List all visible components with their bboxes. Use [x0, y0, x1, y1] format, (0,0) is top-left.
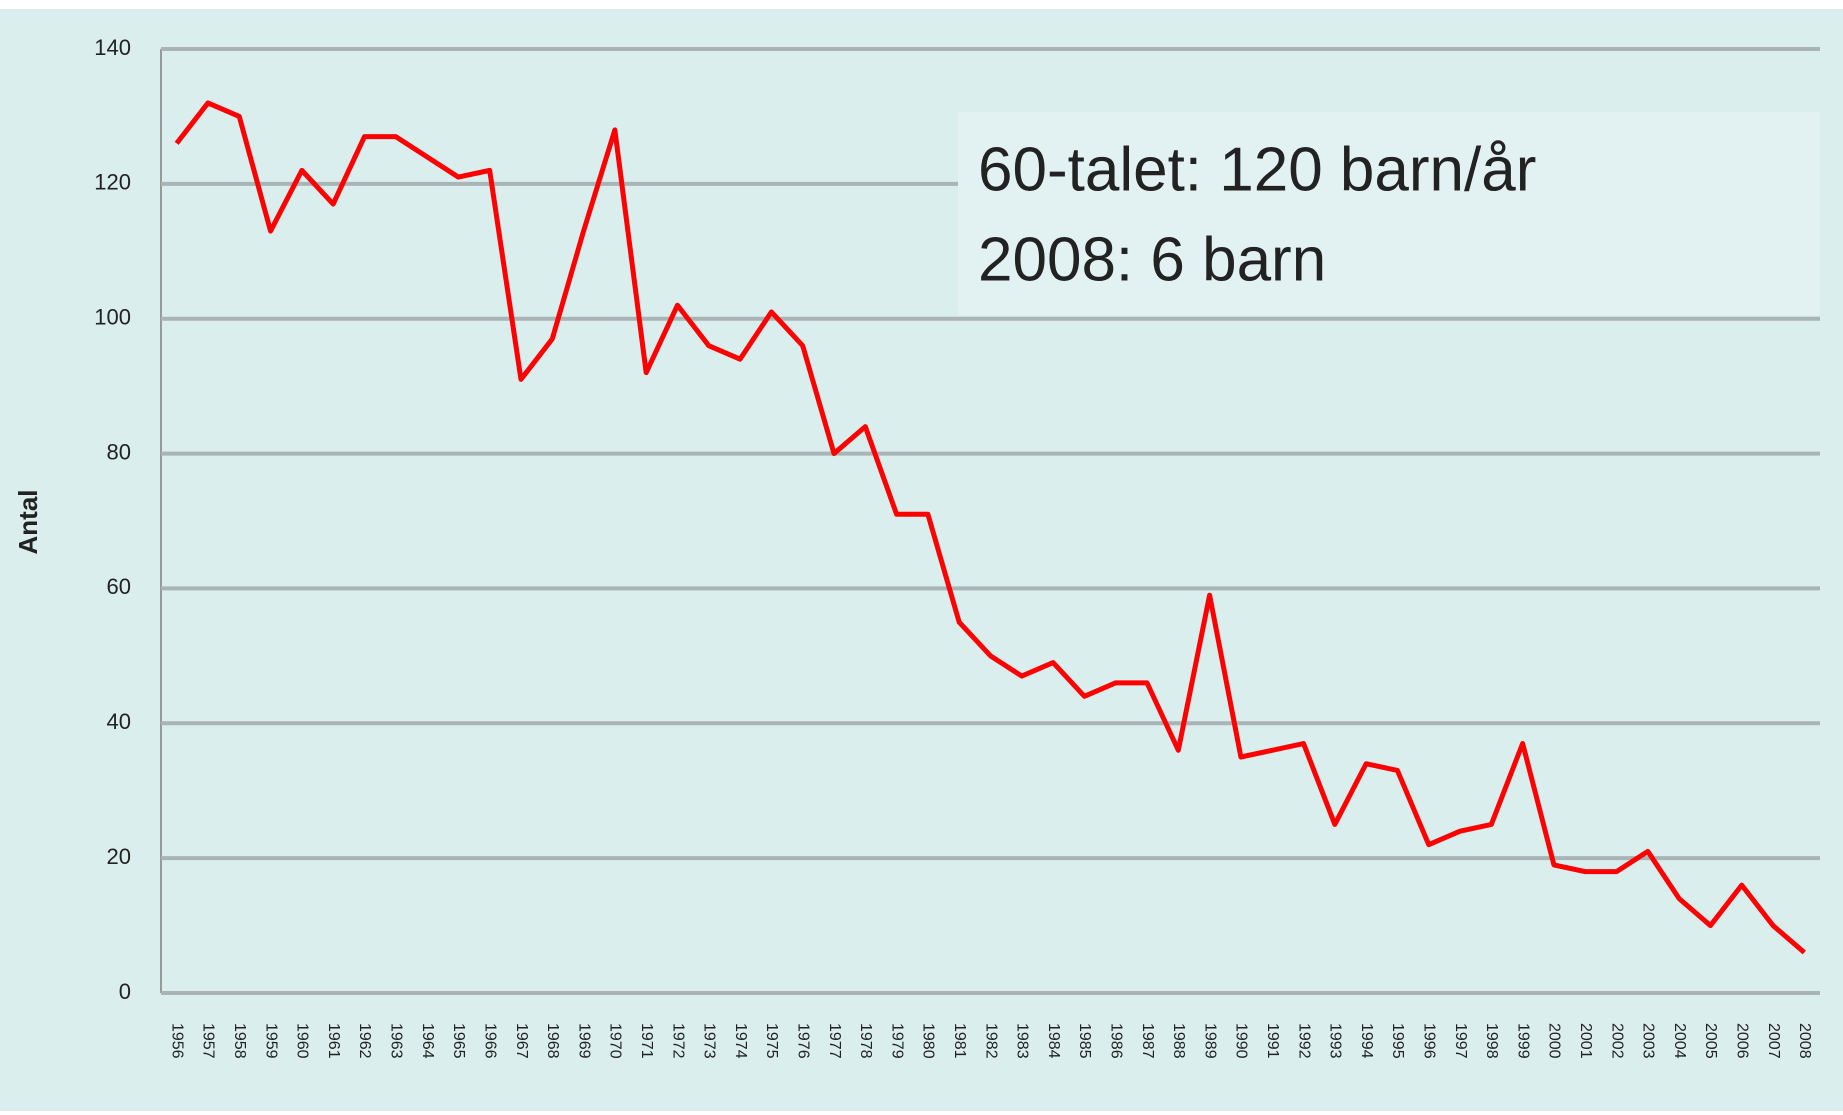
x-tick-label: 2005 — [1702, 1023, 1719, 1059]
annotation-text: 60-talet: 120 barn/år — [978, 135, 1536, 204]
x-tick-label: 2008 — [1796, 1023, 1813, 1059]
x-tick-label: 1976 — [794, 1023, 811, 1059]
y-tick-label: 120 — [94, 170, 131, 195]
x-tick-label: 2003 — [1640, 1023, 1657, 1059]
x-tick-label: 1986 — [1107, 1023, 1124, 1059]
y-tick-label: 80 — [107, 439, 131, 464]
x-tick-label: 1967 — [513, 1023, 530, 1059]
x-tick-label: 1977 — [826, 1023, 843, 1059]
y-tick-label: 60 — [107, 574, 131, 599]
x-tick-label: 2004 — [1671, 1023, 1688, 1059]
x-tick-label: 1971 — [638, 1023, 655, 1059]
x-tick-label: 1989 — [1201, 1023, 1218, 1059]
x-tick-label: 1995 — [1389, 1023, 1406, 1059]
x-tick-label: 1972 — [669, 1023, 686, 1059]
x-tick-label: 1959 — [262, 1023, 279, 1059]
x-tick-label: 1983 — [1014, 1023, 1031, 1059]
x-tick-label: 2000 — [1546, 1023, 1563, 1059]
x-tick-label: 1975 — [763, 1023, 780, 1059]
x-tick-label: 1962 — [356, 1023, 373, 1059]
x-tick-label: 1979 — [888, 1023, 905, 1059]
x-tick-label: 1978 — [857, 1023, 874, 1059]
x-tick-label: 1990 — [1233, 1023, 1250, 1059]
line-series — [174, 100, 1806, 955]
x-tick-label: 1994 — [1358, 1023, 1375, 1059]
x-tick-label: 1987 — [1139, 1023, 1156, 1059]
x-tick-label: 1982 — [982, 1023, 999, 1059]
x-tick-label: 1968 — [544, 1023, 561, 1059]
x-tick-label: 1991 — [1264, 1023, 1281, 1059]
y-tick-label: 40 — [107, 709, 131, 734]
x-tick-label: 1958 — [231, 1023, 248, 1059]
x-tick-label: 1956 — [168, 1023, 185, 1059]
x-tick-label: 1997 — [1452, 1023, 1469, 1059]
x-tick-label: 1992 — [1295, 1023, 1312, 1059]
x-tick-label: 1960 — [294, 1023, 311, 1059]
x-tick-label: 2007 — [1765, 1023, 1782, 1059]
x-tick-label: 1964 — [419, 1023, 436, 1059]
x-tick-label: 1961 — [325, 1023, 342, 1059]
y-tick-label: 100 — [94, 305, 131, 330]
x-tick-label: 1963 — [388, 1023, 405, 1059]
y-tick-label: 0 — [119, 979, 131, 1004]
y-tick-label: 20 — [107, 844, 131, 869]
annotation-text: 2008: 6 barn — [978, 225, 1326, 294]
x-tick-label: 1984 — [1045, 1023, 1062, 1059]
x-tick-label: 1970 — [607, 1023, 624, 1059]
x-tick-label: 1999 — [1514, 1023, 1531, 1059]
x-tick-label: 1996 — [1420, 1023, 1437, 1059]
x-tick-label: 1974 — [732, 1023, 749, 1059]
y-tick-label: 140 — [94, 35, 131, 60]
x-tick-label: 1969 — [575, 1023, 592, 1059]
x-tick-label: 1957 — [200, 1023, 217, 1059]
x-tick-label: 1985 — [1076, 1023, 1093, 1059]
y-axis-label: Antal — [13, 490, 43, 555]
x-tick-label: 1998 — [1483, 1023, 1500, 1059]
x-tick-label: 1980 — [920, 1023, 937, 1059]
x-tick-label: 1966 — [481, 1023, 498, 1059]
annotation-box — [958, 112, 1820, 315]
x-tick-label: 1993 — [1327, 1023, 1344, 1059]
x-tick-label: 1973 — [701, 1023, 718, 1059]
x-tick-label: 1988 — [1170, 1023, 1187, 1059]
x-tick-label: 2001 — [1577, 1023, 1594, 1059]
x-tick-label: 2002 — [1608, 1023, 1625, 1059]
x-tick-label: 1965 — [450, 1023, 467, 1059]
x-tick-label: 2006 — [1734, 1023, 1751, 1059]
x-tick-label: 1981 — [951, 1023, 968, 1059]
